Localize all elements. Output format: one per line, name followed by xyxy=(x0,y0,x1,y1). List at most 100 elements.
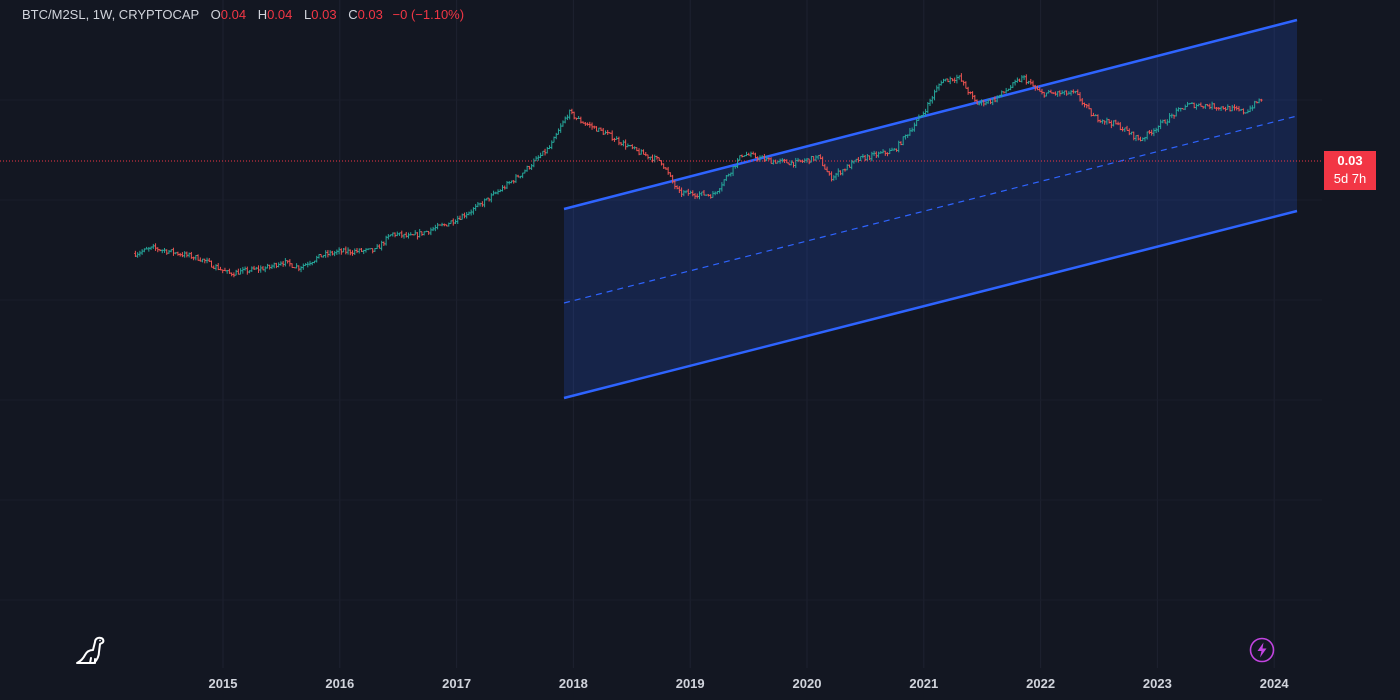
price-bar xyxy=(1043,91,1046,98)
price-bar xyxy=(1161,119,1165,124)
price-bar xyxy=(868,155,871,161)
price-bar xyxy=(888,148,891,155)
price-bar xyxy=(378,244,381,249)
price-bar xyxy=(996,95,999,103)
price-bar xyxy=(691,190,694,197)
price-bar xyxy=(1132,131,1135,141)
price-bar xyxy=(326,249,330,258)
price-bar xyxy=(1096,114,1100,123)
price-bar xyxy=(208,258,211,263)
price-bar xyxy=(210,260,213,268)
price-bar xyxy=(852,160,856,164)
price-bar xyxy=(644,152,647,157)
price-bar xyxy=(767,157,771,161)
price-bar xyxy=(467,211,471,216)
price-bar xyxy=(919,115,923,119)
price-bar xyxy=(678,186,681,194)
price-bar xyxy=(980,99,983,106)
price-bar xyxy=(1208,103,1212,110)
price-bar xyxy=(1069,90,1073,96)
price-bar xyxy=(568,109,571,120)
price-bar xyxy=(738,155,741,161)
price-bar xyxy=(436,222,439,230)
price-bar xyxy=(1177,107,1180,112)
price-bar xyxy=(895,148,898,152)
price-bar xyxy=(1204,104,1207,109)
tradingview-dinosaur-icon[interactable] xyxy=(74,634,106,666)
price-bar xyxy=(673,180,677,190)
channel-lower-line[interactable] xyxy=(563,209,1298,400)
price-bar xyxy=(881,149,885,154)
price-bar xyxy=(1231,104,1234,112)
price-bar xyxy=(286,260,289,264)
price-bar xyxy=(736,158,739,169)
lightning-bolt-icon[interactable] xyxy=(1249,637,1275,663)
price-bar xyxy=(463,212,466,219)
price-bar xyxy=(409,232,412,236)
price-bar xyxy=(910,127,914,133)
price-bar xyxy=(870,151,874,162)
trend-channel[interactable] xyxy=(563,18,1298,400)
price-bar xyxy=(501,185,504,192)
price-bar xyxy=(443,223,446,227)
price-bar xyxy=(512,180,515,184)
price-bar xyxy=(615,136,618,140)
price-bar xyxy=(521,172,524,179)
price-bar xyxy=(559,123,562,133)
price-bar xyxy=(288,259,292,267)
price-bar xyxy=(1172,114,1176,119)
price-bar xyxy=(713,191,717,196)
price-bar xyxy=(1065,90,1068,96)
price-bar xyxy=(183,251,186,258)
price-bar xyxy=(991,98,994,106)
price-bar xyxy=(1222,106,1225,110)
price-bar xyxy=(957,75,961,80)
price-bar xyxy=(830,171,833,182)
price-bar xyxy=(1226,104,1229,110)
price-bar xyxy=(367,248,370,251)
price-bar xyxy=(951,78,954,82)
price-bar xyxy=(375,244,379,250)
price-bar xyxy=(989,98,992,105)
price-bar xyxy=(1192,102,1196,109)
price-bar xyxy=(1159,119,1162,130)
price-bar xyxy=(687,188,690,196)
price-bar xyxy=(214,264,218,271)
price-bar xyxy=(1092,112,1095,117)
last-price-value: 0.03 xyxy=(1337,153,1363,168)
price-bar xyxy=(769,157,773,164)
channel-upper-line[interactable] xyxy=(563,18,1298,211)
price-bar xyxy=(987,98,990,104)
price-bar xyxy=(472,207,475,215)
price-bar xyxy=(1040,88,1044,95)
x-tick-label: 2022 xyxy=(1026,676,1056,691)
x-tick-label: 2018 xyxy=(558,676,588,691)
price-bar xyxy=(745,151,748,157)
price-bar xyxy=(1094,114,1097,117)
price-bar xyxy=(922,111,925,118)
price-bar xyxy=(626,143,630,148)
price-bar xyxy=(241,266,245,274)
price-bar xyxy=(969,91,972,95)
price-bar xyxy=(754,152,757,159)
price-bar xyxy=(398,232,401,236)
symbol-label[interactable]: BTC/M2SL, 1W, CRYPTOCAP xyxy=(22,7,199,22)
price-bar xyxy=(293,267,296,269)
price-bar xyxy=(1103,120,1106,125)
price-bar xyxy=(1047,89,1050,94)
price-bar xyxy=(1036,85,1039,91)
price-bar xyxy=(246,266,249,275)
low-value: 0.03 xyxy=(311,7,337,22)
price-bar xyxy=(1166,119,1169,126)
price-bar xyxy=(270,264,274,270)
price-bar xyxy=(781,158,784,163)
price-bar xyxy=(1085,104,1088,109)
price-bar xyxy=(593,125,596,129)
price-bar xyxy=(572,111,576,120)
channel-median-line[interactable] xyxy=(563,115,1298,304)
price-bar xyxy=(1116,121,1120,126)
price-bar xyxy=(516,174,520,178)
price-bar xyxy=(469,209,473,216)
price-bar xyxy=(812,156,815,162)
